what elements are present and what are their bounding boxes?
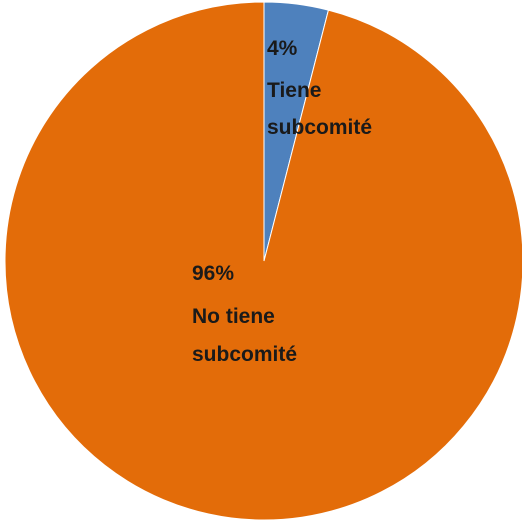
slice-name-no-tiene-line2: subcomité: [192, 343, 297, 366]
slice-label-tiene: 4% Tiene subcomité: [267, 37, 372, 139]
slice-value-tiene: 4%: [267, 37, 298, 60]
slice-name-tiene-line2: subcomité: [267, 116, 372, 139]
slice-name-tiene-line1: Tiene: [267, 79, 321, 102]
pie-slice-no-tiene-subcomite: [4, 1, 522, 521]
slice-value-no-tiene: 96%: [192, 262, 234, 285]
slice-label-no-tiene: 96% No tiene subcomité: [192, 262, 297, 366]
pie-slices: [4, 1, 522, 521]
slice-name-no-tiene-line1: No tiene: [192, 305, 275, 328]
